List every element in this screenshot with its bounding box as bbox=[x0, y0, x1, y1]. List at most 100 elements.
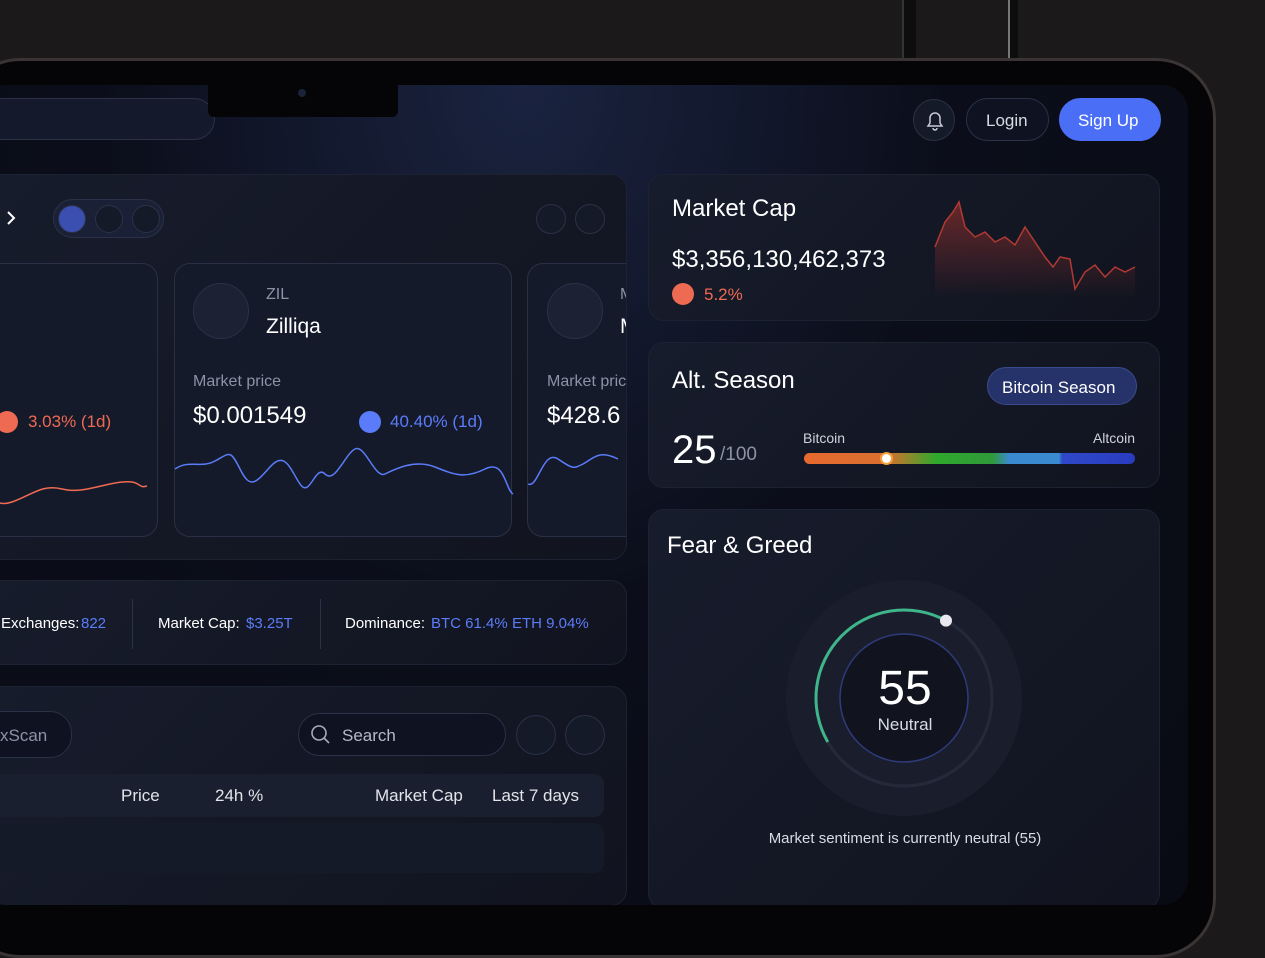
trending-panel: 3.03% (1d) ZIL Zilliqa Market price $0.0… bbox=[0, 174, 627, 560]
camera-notch bbox=[208, 85, 398, 117]
coin-price: $0.001549 bbox=[193, 402, 307, 429]
gauge-label: Neutral bbox=[877, 715, 933, 734]
coin-symbol: ZIL bbox=[266, 286, 290, 303]
table-search[interactable]: Search bbox=[298, 713, 506, 756]
decoration bbox=[527, 454, 619, 485]
coin-change: 3.03% (1d) bbox=[28, 412, 112, 431]
cable bbox=[1008, 0, 1018, 58]
screen: Login Sign Up 3.03% (1d) ZIL Zilliqa Mar… bbox=[0, 85, 1188, 905]
decoration bbox=[311, 725, 327, 741]
bell-icon bbox=[926, 112, 944, 131]
season-bar bbox=[804, 453, 1135, 464]
login-button[interactable]: Login bbox=[966, 98, 1049, 141]
sparkline bbox=[174, 448, 514, 495]
coin-card: 3.03% (1d) bbox=[0, 263, 158, 537]
notification-button[interactable] bbox=[913, 99, 955, 141]
column-header: Last 7 days bbox=[492, 786, 579, 805]
market-cap-value: $3,356,130,462,373 bbox=[672, 246, 886, 273]
coin-name: Zilliqa bbox=[266, 315, 321, 338]
market-cap-card[interactable]: Market Cap $3,356,130,462,373 5.2% bbox=[648, 174, 1160, 321]
tab-hot[interactable] bbox=[58, 205, 86, 233]
search-icon bbox=[311, 725, 330, 744]
divider bbox=[132, 599, 133, 649]
bar-right-label: Altcoin bbox=[1092, 430, 1135, 446]
coins-table: xScan Search Price 24h % Market Cap Last… bbox=[0, 686, 627, 905]
market-cap-sparkline bbox=[934, 200, 1136, 297]
card-title: Fear & Greed bbox=[667, 532, 813, 559]
market-cap-change: 5.2% bbox=[704, 285, 743, 304]
coin-card: M M Market price $428.6 bbox=[527, 263, 627, 537]
sparkline bbox=[0, 480, 148, 505]
table-tab[interactable]: xScan bbox=[0, 711, 72, 758]
camera bbox=[298, 89, 306, 97]
decoration bbox=[926, 112, 944, 131]
prev-button[interactable] bbox=[536, 204, 566, 234]
tab-recent[interactable] bbox=[132, 205, 160, 233]
season-score: 25 bbox=[672, 428, 717, 472]
coin-logo bbox=[193, 283, 249, 339]
season-max: /100 bbox=[720, 444, 757, 465]
page: Crypto Dashboard { "header": {"login": "… bbox=[0, 0, 1216, 958]
gauge-center bbox=[839, 633, 969, 763]
stat-label: Market Cap: bbox=[158, 615, 240, 632]
stat-label: Dominance: bbox=[345, 615, 426, 632]
column-header: Market Cap bbox=[375, 786, 463, 805]
price-label: Market price bbox=[547, 373, 627, 390]
table-row[interactable] bbox=[0, 823, 604, 873]
coin-price: $428.6 bbox=[547, 402, 621, 429]
price-label: Market price bbox=[193, 373, 282, 390]
decoration bbox=[935, 202, 1135, 297]
column-header: Price bbox=[121, 786, 160, 805]
card-title: Alt. Season bbox=[672, 367, 795, 394]
search-bar[interactable] bbox=[0, 98, 215, 140]
up-icon bbox=[359, 411, 381, 433]
season-badge: Bitcoin Season bbox=[987, 367, 1137, 405]
fear-greed-card: Fear & Greed 55 Neutral Market sentiment… bbox=[648, 509, 1160, 905]
stat-label: Exchanges: bbox=[1, 615, 80, 632]
gauge-arc bbox=[814, 608, 947, 743]
column-header: 24h % bbox=[215, 786, 264, 805]
decoration bbox=[323, 737, 330, 744]
decoration bbox=[934, 200, 1136, 292]
badge-label: Bitcoin Season bbox=[1002, 378, 1116, 397]
coin-logo bbox=[547, 283, 603, 339]
stats-bar: Exchanges: 822 Market Cap: $3.25T Domina… bbox=[0, 580, 627, 665]
signup-button[interactable]: Sign Up bbox=[1059, 98, 1161, 141]
divider bbox=[320, 599, 321, 649]
cable bbox=[902, 0, 916, 58]
tab-label: xScan bbox=[0, 726, 48, 745]
stat-value: 822 bbox=[81, 615, 107, 632]
login-label: Login bbox=[986, 111, 1028, 130]
coin-symbol: M bbox=[620, 287, 626, 303]
filter-tabs[interactable] bbox=[53, 199, 164, 238]
stat-value: ETH 9.04% bbox=[512, 615, 589, 632]
stat-value: BTC 61.4% bbox=[431, 615, 508, 632]
tab-watch[interactable] bbox=[95, 205, 123, 233]
decoration bbox=[7, 211, 16, 225]
gauge-value: 55 bbox=[878, 662, 932, 715]
down-icon bbox=[672, 283, 694, 305]
screen-content: Login Sign Up 3.03% (1d) ZIL Zilliqa Mar… bbox=[0, 85, 1188, 905]
next-button[interactable] bbox=[575, 204, 605, 234]
body: Login Sign Up 3.03% (1d) ZIL Zilliqa Mar… bbox=[0, 0, 1216, 958]
bar-left-label: Bitcoin bbox=[803, 430, 846, 446]
table-header: Price 24h % Market Cap Last 7 days bbox=[0, 774, 604, 817]
search-placeholder: Search bbox=[342, 726, 396, 745]
down-icon bbox=[0, 411, 18, 433]
filter-button[interactable] bbox=[516, 715, 556, 755]
alt-season-card: Alt. Season Bitcoin Season 25 /100 Bitco… bbox=[648, 342, 1160, 488]
gauge-pointer bbox=[939, 614, 952, 627]
season-marker bbox=[882, 454, 892, 463]
columns-button[interactable] bbox=[565, 715, 605, 755]
sentiment-note: Market sentiment is currently neutral (5… bbox=[768, 830, 1042, 847]
decoration bbox=[174, 448, 514, 495]
coin-card: ZIL Zilliqa Market price $0.001549 40.40… bbox=[174, 263, 514, 537]
signup-label: Sign Up bbox=[1078, 111, 1139, 130]
sparkline bbox=[527, 454, 619, 485]
coin-name: M bbox=[620, 316, 626, 337]
stat-value: $3.25T bbox=[246, 615, 293, 632]
chevron bbox=[7, 211, 16, 225]
card-title: Market Cap bbox=[672, 195, 797, 222]
coin-change: 40.40% (1d) bbox=[390, 412, 483, 431]
fear-greed-gauge bbox=[786, 580, 1022, 816]
